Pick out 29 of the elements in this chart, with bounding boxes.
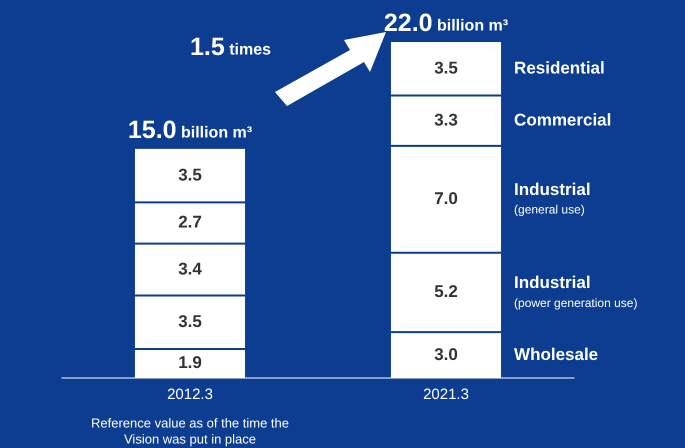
data-label: 3.5 [434, 58, 458, 78]
bar [390, 95, 502, 146]
series-label: Commercial [514, 110, 612, 130]
bar [134, 202, 246, 244]
data-label: 3.0 [434, 344, 458, 364]
annotation: 1.5 times [190, 32, 272, 61]
series-label: Industrial (general use) [514, 180, 591, 217]
data-label: 3.4 [178, 259, 202, 278]
series-label: Industrial (power generation use) [514, 273, 638, 310]
bar [390, 146, 502, 253]
data-label: 3.5 [178, 165, 202, 184]
data-label: 1.9 [178, 353, 202, 372]
total-label: 22.0 billion m³ [384, 8, 508, 37]
series-label: Wholesale [514, 344, 598, 364]
bar [390, 42, 502, 96]
total-label: 15.0 billion m³ [128, 116, 252, 144]
x-tick-label: 2012.3 [167, 386, 213, 404]
bar [134, 296, 246, 349]
data-label: 3.5 [178, 312, 202, 331]
data-label: 7.0 [434, 188, 458, 208]
data-label: 2.7 [178, 212, 202, 232]
data-label: 3.3 [434, 110, 458, 130]
series-label: Residential [514, 58, 605, 78]
data-label: 5.2 [434, 282, 458, 302]
text: Reference value as of the time the Vision was put in place [90, 416, 290, 447]
bar [134, 148, 246, 202]
bar [134, 244, 246, 296]
bar [390, 252, 502, 332]
x-tick-label: 2021.3 [423, 386, 469, 404]
